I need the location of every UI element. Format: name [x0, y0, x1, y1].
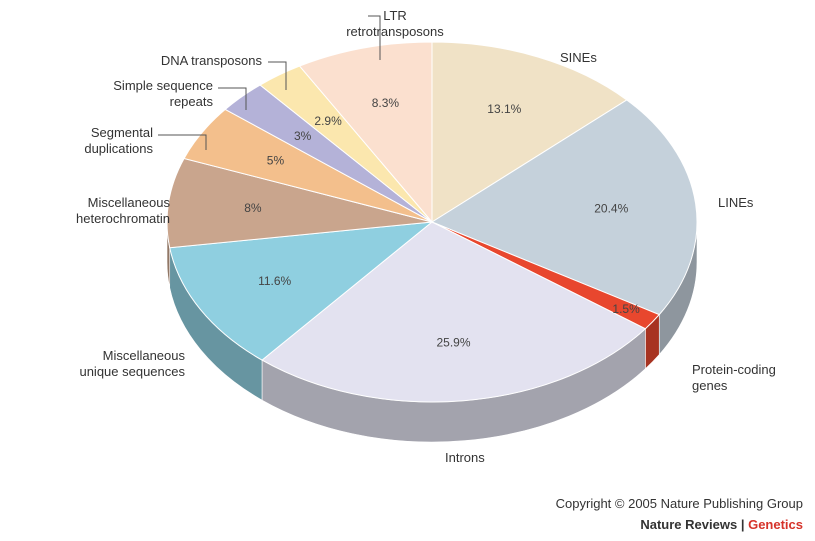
category-label: Introns [445, 450, 485, 465]
category-label: Miscellaneous unique sequences [79, 348, 185, 379]
journal-line: Nature Reviews | Genetics [556, 514, 803, 535]
category-label: Miscellaneous heterochromatin [76, 195, 170, 226]
value-label: 8.3% [372, 96, 400, 110]
section: Genetics [748, 517, 803, 532]
category-label: Simple sequence repeats [113, 78, 213, 109]
leader-line [218, 87, 247, 110]
value-label: 3% [294, 129, 312, 143]
value-label: 1.5% [612, 302, 640, 316]
copyright: Copyright © 2005 Nature Publishing Group [555, 496, 803, 511]
leader-line [158, 134, 207, 150]
value-label: 25.9% [437, 336, 471, 350]
slice [261, 221, 647, 403]
leader-line [368, 15, 381, 60]
leader-line [268, 61, 287, 90]
category-label: LTR retrotransposons [346, 8, 444, 39]
value-label: 20.4% [594, 202, 628, 216]
category-label: DNA transposons [160, 53, 262, 68]
slice [169, 221, 434, 361]
category-label: LINEs [718, 195, 754, 210]
slice [430, 99, 698, 316]
category-label: Protein-coding genes [692, 362, 776, 393]
slice [431, 41, 628, 223]
category-label: SINEs [560, 50, 597, 65]
value-label: 5% [267, 154, 285, 168]
footer: Copyright © 2005 Nature Publishing Group… [556, 493, 803, 535]
value-label: 8% [244, 201, 262, 215]
value-label: 11.6% [258, 274, 291, 288]
value-label: 2.9% [314, 114, 342, 128]
separator: | [740, 517, 745, 532]
journal: Nature Reviews [640, 517, 738, 532]
value-label: 13.1% [487, 102, 521, 116]
slice [298, 41, 433, 224]
slice [166, 157, 433, 249]
category-label: Segmental duplications [84, 125, 153, 156]
